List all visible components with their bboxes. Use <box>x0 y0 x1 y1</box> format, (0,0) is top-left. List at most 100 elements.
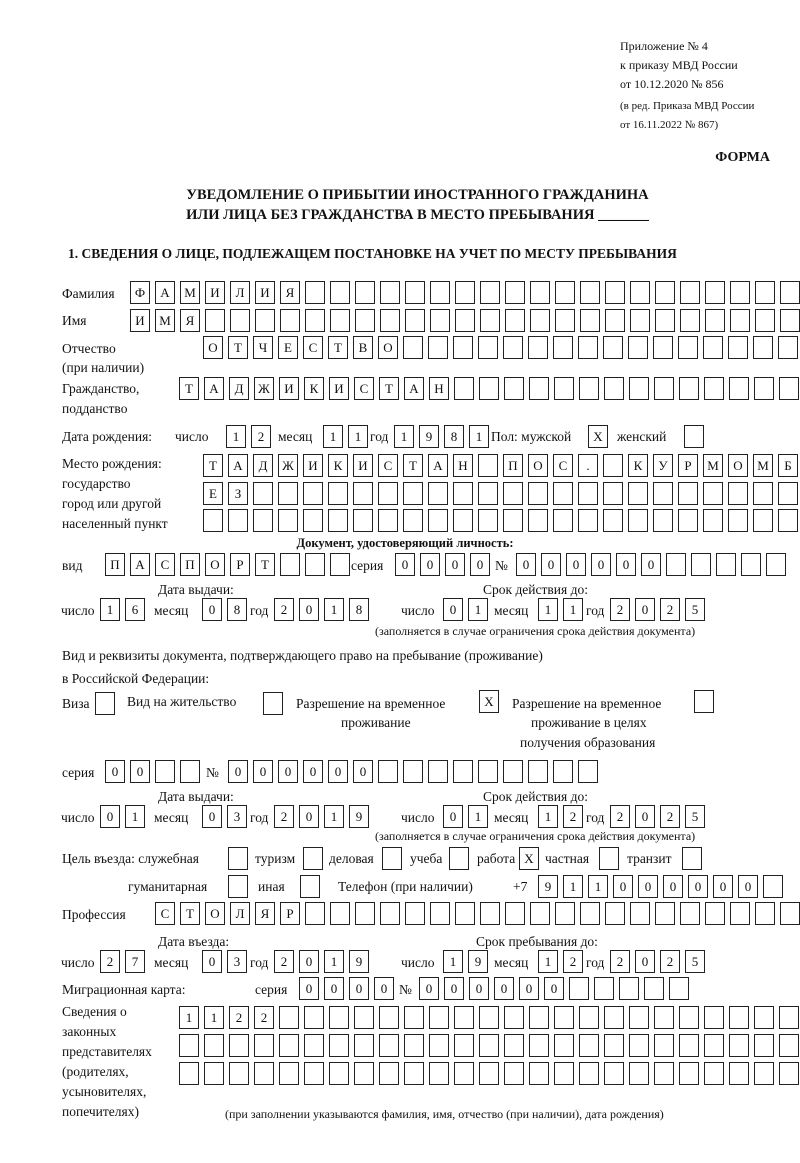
char-cell[interactable] <box>428 482 448 505</box>
char-cell[interactable]: 0 <box>635 805 655 828</box>
char-cell[interactable] <box>454 1034 474 1057</box>
char-cell[interactable] <box>629 1006 649 1029</box>
char-cell[interactable]: М <box>180 281 200 304</box>
char-cell[interactable]: 8 <box>227 598 247 621</box>
char-cell[interactable] <box>378 482 398 505</box>
char-cell[interactable] <box>228 847 248 870</box>
char-cell[interactable] <box>580 902 600 925</box>
char-cell[interactable] <box>755 309 775 332</box>
char-cell[interactable]: П <box>105 553 125 576</box>
char-cell[interactable] <box>329 1006 349 1029</box>
char-cell[interactable] <box>603 454 623 477</box>
char-cell[interactable] <box>179 1034 199 1057</box>
char-cell[interactable]: 1 <box>324 805 344 828</box>
char-cell[interactable] <box>355 309 375 332</box>
char-cell[interactable] <box>530 309 550 332</box>
char-cell[interactable] <box>305 281 325 304</box>
char-cell[interactable] <box>304 1034 324 1057</box>
char-cell[interactable] <box>203 509 223 532</box>
char-cell[interactable] <box>253 509 273 532</box>
char-cell[interactable]: Б <box>778 454 798 477</box>
char-cell[interactable]: 0 <box>303 760 323 783</box>
char-cell[interactable] <box>354 1062 374 1085</box>
char-cell[interactable]: 8 <box>349 598 369 621</box>
char-cell[interactable]: Н <box>429 377 449 400</box>
char-cell[interactable]: 0 <box>443 598 463 621</box>
char-cell[interactable] <box>180 760 200 783</box>
char-cell[interactable] <box>405 902 425 925</box>
char-cell[interactable] <box>479 1034 499 1057</box>
char-cell[interactable] <box>305 553 325 576</box>
char-cell[interactable]: 0 <box>130 760 150 783</box>
char-cell[interactable] <box>694 690 714 713</box>
temp-res-checkbox[interactable]: X <box>479 690 499 713</box>
char-cell[interactable] <box>555 281 575 304</box>
char-cell[interactable] <box>530 902 550 925</box>
char-cell[interactable]: 2 <box>610 805 630 828</box>
char-cell[interactable] <box>380 309 400 332</box>
char-cell[interactable] <box>405 309 425 332</box>
char-cell[interactable]: У <box>653 454 673 477</box>
char-cell[interactable]: О <box>203 336 223 359</box>
char-cell[interactable] <box>480 309 500 332</box>
char-cell[interactable] <box>728 482 748 505</box>
char-cell[interactable] <box>678 482 698 505</box>
char-cell[interactable] <box>453 482 473 505</box>
purpose-transit-checkbox[interactable] <box>682 847 702 870</box>
char-cell[interactable]: 0 <box>278 760 298 783</box>
char-cell[interactable] <box>729 1034 749 1057</box>
char-cell[interactable]: 0 <box>613 875 633 898</box>
char-cell[interactable]: 2 <box>610 950 630 973</box>
char-cell[interactable] <box>278 482 298 505</box>
char-cell[interactable] <box>378 760 398 783</box>
char-cell[interactable]: З <box>228 482 248 505</box>
char-cell[interactable]: 2 <box>274 950 294 973</box>
char-cell[interactable] <box>430 902 450 925</box>
char-cell[interactable]: 0 <box>299 805 319 828</box>
char-cell[interactable]: 9 <box>349 805 369 828</box>
char-cell[interactable] <box>204 1034 224 1057</box>
char-cell[interactable] <box>703 509 723 532</box>
char-cell[interactable]: 1 <box>204 1006 224 1029</box>
char-cell[interactable] <box>655 902 675 925</box>
char-cell[interactable]: 2 <box>274 598 294 621</box>
char-cell[interactable] <box>553 336 573 359</box>
char-cell[interactable] <box>504 1006 524 1029</box>
purpose-private-checkbox[interactable] <box>599 847 619 870</box>
char-cell[interactable]: 9 <box>349 950 369 973</box>
char-cell[interactable] <box>403 760 423 783</box>
char-cell[interactable] <box>604 1062 624 1085</box>
char-cell[interactable] <box>529 1034 549 1057</box>
char-cell[interactable] <box>479 1062 499 1085</box>
char-cell[interactable]: 2 <box>610 598 630 621</box>
char-cell[interactable] <box>678 336 698 359</box>
char-cell[interactable] <box>529 1062 549 1085</box>
reps-field-2[interactable] <box>179 1034 799 1057</box>
char-cell[interactable] <box>305 902 325 925</box>
char-cell[interactable] <box>630 902 650 925</box>
char-cell[interactable]: 1 <box>563 875 583 898</box>
char-cell[interactable]: Д <box>229 377 249 400</box>
char-cell[interactable] <box>428 509 448 532</box>
char-cell[interactable] <box>254 1062 274 1085</box>
char-cell[interactable] <box>554 1062 574 1085</box>
purpose-humanitarian-checkbox[interactable] <box>228 875 248 898</box>
char-cell[interactable]: 1 <box>324 950 344 973</box>
char-cell[interactable]: 0 <box>419 977 439 1000</box>
char-cell[interactable]: А <box>204 377 224 400</box>
char-cell[interactable] <box>728 336 748 359</box>
char-cell[interactable]: 1 <box>323 425 343 448</box>
char-cell[interactable] <box>428 760 448 783</box>
char-cell[interactable] <box>354 1034 374 1057</box>
char-cell[interactable]: О <box>205 553 225 576</box>
char-cell[interactable] <box>653 336 673 359</box>
